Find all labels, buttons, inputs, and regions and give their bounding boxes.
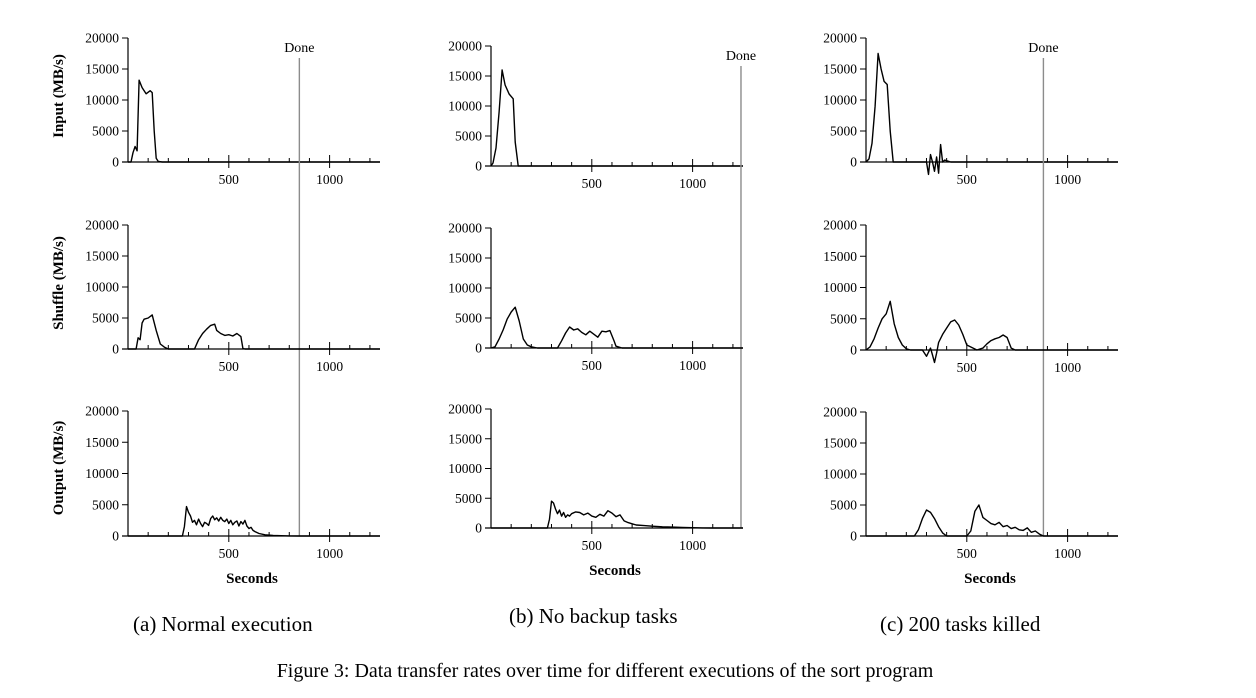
y-tick-label: 10000 xyxy=(85,280,119,295)
subplot-a-output: 0 5000 10000 15000 20000 500 1000 xyxy=(85,404,380,561)
y-tick-label: 20000 xyxy=(823,31,857,46)
y-tick-label: 5000 xyxy=(92,497,119,512)
subplot-b-output: 0 5000 10000 15000 20000 500 1000 xyxy=(448,402,743,553)
y-tick-label: 15000 xyxy=(85,62,119,77)
subplot-c-shuffle: 0 5000 10000 15000 20000 500 1000 xyxy=(823,218,1118,375)
y-tick-label: 15000 xyxy=(85,435,119,450)
y-tick-label: 20000 xyxy=(448,39,482,54)
x-tick-label: 500 xyxy=(957,172,978,187)
y-tick-label: 5000 xyxy=(92,311,119,326)
done-label-c: Done xyxy=(1028,41,1058,56)
x-tick-label: 500 xyxy=(219,359,240,374)
y-tick-label: 5000 xyxy=(455,491,482,506)
y-tick-label: 5000 xyxy=(455,311,482,326)
x-tick-label: 500 xyxy=(957,546,978,561)
y-tick-label: 0 xyxy=(850,529,857,544)
y-tick-label: 15000 xyxy=(448,251,482,266)
y-tick-label: 5000 xyxy=(830,498,857,513)
x-tick-label: 500 xyxy=(957,360,978,375)
y-tick-label: 20000 xyxy=(448,221,482,236)
subcaption-c: (c) 200 tasks killed xyxy=(880,612,1041,636)
y-tick-label: 0 xyxy=(475,341,482,356)
x-tick-label: 1000 xyxy=(679,538,706,553)
y-tick-label: 20000 xyxy=(85,31,119,46)
x-tick-label: 500 xyxy=(582,358,603,373)
xlabel-b: Seconds xyxy=(589,563,641,579)
xlabel-c: Seconds xyxy=(964,571,1016,587)
y-tick-label: 15000 xyxy=(85,249,119,264)
subplot-b-input: 0 5000 10000 15000 20000 500 1000 xyxy=(448,39,743,191)
y-tick-label: 0 xyxy=(112,529,119,544)
series-line xyxy=(865,300,1118,364)
x-axis-labels: Seconds Seconds Seconds xyxy=(226,563,1016,587)
y-tick-label: 0 xyxy=(850,343,857,358)
y-tick-label: 20000 xyxy=(448,402,482,417)
series-line xyxy=(128,79,380,163)
y-tick-label: 15000 xyxy=(448,69,482,84)
y-tick-label: 5000 xyxy=(455,129,482,144)
x-tick-label: 500 xyxy=(582,538,603,553)
series-line xyxy=(128,505,380,537)
subplot-a-shuffle: 0 5000 10000 15000 20000 500 1000 xyxy=(85,218,380,374)
x-tick-label: 500 xyxy=(582,176,603,191)
y-tick-label: 15000 xyxy=(823,62,857,77)
y-tick-label: 0 xyxy=(475,159,482,174)
y-tick-label: 20000 xyxy=(85,218,119,233)
done-label-b: Done xyxy=(726,49,756,64)
y-tick-label: 0 xyxy=(850,155,857,170)
y-tick-label: 10000 xyxy=(823,467,857,482)
row-y-labels: Input (MB/s) Shuffle (MB/s) Output (MB/s) xyxy=(51,54,67,515)
x-tick-label: 1000 xyxy=(679,176,706,191)
y-tick-label: 15000 xyxy=(823,249,857,264)
y-tick-label: 15000 xyxy=(823,436,857,451)
x-tick-label: 1000 xyxy=(1054,360,1081,375)
y-tick-label: 10000 xyxy=(85,93,119,108)
figure-caption: Figure 3: Data transfer rates over time … xyxy=(276,660,934,682)
x-tick-label: 500 xyxy=(219,172,240,187)
y-tick-label: 15000 xyxy=(448,431,482,446)
y-tick-label: 20000 xyxy=(823,218,857,233)
y-tick-label: 5000 xyxy=(92,124,119,139)
series-line xyxy=(128,314,380,350)
y-tick-label: 0 xyxy=(475,521,482,536)
series-line xyxy=(491,500,743,529)
x-tick-label: 1000 xyxy=(679,358,706,373)
subcaption-b: (b) No backup tasks xyxy=(509,604,678,628)
row-ylabel-0: Input (MB/s) xyxy=(51,54,67,138)
series-line xyxy=(490,69,743,167)
y-tick-label: 20000 xyxy=(823,405,857,420)
x-tick-label: 1000 xyxy=(316,546,343,561)
series-line xyxy=(865,52,1118,176)
y-tick-label: 0 xyxy=(112,342,119,357)
y-tick-label: 5000 xyxy=(830,311,857,326)
y-tick-label: 10000 xyxy=(85,466,119,481)
x-tick-label: 1000 xyxy=(1054,172,1081,187)
y-tick-label: 5000 xyxy=(830,124,857,139)
subplot-c-input: 0 5000 10000 15000 20000 500 1000 xyxy=(823,31,1118,187)
x-tick-label: 500 xyxy=(219,546,240,561)
subplot-a-input: 0 5000 10000 15000 20000 500 1000 xyxy=(85,31,380,187)
row-ylabel-1: Shuffle (MB/s) xyxy=(51,236,67,330)
subplot-c-output: 0 5000 10000 15000 20000 500 1000 xyxy=(823,405,1118,561)
subcaption-a: (a) Normal execution xyxy=(133,612,313,636)
x-tick-label: 1000 xyxy=(316,172,343,187)
x-tick-label: 1000 xyxy=(1054,546,1081,561)
xlabel-a: Seconds xyxy=(226,571,278,587)
subplot-b-shuffle: 0 5000 10000 15000 20000 500 1000 xyxy=(448,221,743,373)
x-tick-label: 1000 xyxy=(316,359,343,374)
series-line xyxy=(866,504,1118,537)
series-line xyxy=(490,306,743,349)
y-tick-label: 10000 xyxy=(823,93,857,108)
y-tick-label: 10000 xyxy=(448,99,482,114)
y-tick-label: 0 xyxy=(112,155,119,170)
y-tick-label: 10000 xyxy=(823,280,857,295)
y-tick-label: 10000 xyxy=(448,281,482,296)
row-ylabel-2: Output (MB/s) xyxy=(51,421,67,516)
y-tick-label: 10000 xyxy=(448,461,482,476)
done-label-a: Done xyxy=(284,41,314,56)
y-tick-label: 20000 xyxy=(85,404,119,419)
